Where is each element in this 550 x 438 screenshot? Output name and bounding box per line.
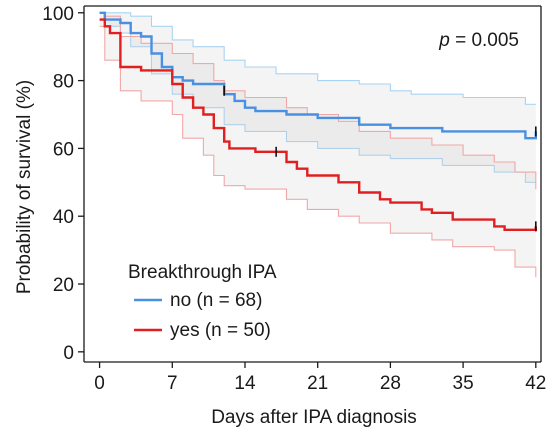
x-tick-label-7: 7	[167, 373, 178, 394]
ci-upper-no	[99, 12, 536, 105]
y-tick-label-60: 60	[53, 139, 74, 160]
axes: 0 20 40 60 80 100 0 7 14 21 28 35 42	[42, 4, 546, 394]
y-tick-label-0: 0	[63, 343, 74, 364]
x-tick-label-28: 28	[380, 373, 401, 394]
x-tick-label-0: 0	[94, 373, 105, 394]
x-tick-label-42: 42	[525, 373, 546, 394]
x-tick-label-14: 14	[234, 373, 256, 394]
x-axis-label: Days after IPA diagnosis	[211, 407, 417, 428]
legend-label-no: no (n = 68)	[170, 290, 262, 311]
y-tick-label-100: 100	[42, 4, 74, 25]
legend-label-yes: yes (n = 50)	[170, 320, 271, 341]
y-tick-label-20: 20	[53, 275, 74, 296]
legend: Breakthrough IPA no (n = 68) yes (n = 50…	[128, 262, 277, 341]
confidence-bands	[99, 12, 537, 278]
legend-title: Breakthrough IPA	[128, 262, 277, 283]
ci-lower-yes	[99, 25, 537, 278]
ci-band-fill-yes	[99, 12, 536, 278]
ci-upper-yes	[99, 12, 537, 190]
x-tick-label-21: 21	[307, 373, 328, 394]
y-tick-label-40: 40	[53, 207, 74, 228]
y-axis-label: Probability of survival (%)	[14, 80, 35, 294]
ci-lower-no	[99, 12, 536, 183]
censor-marks	[223, 85, 537, 232]
survival-line-yes	[99, 18, 537, 231]
x-tick-label-35: 35	[453, 373, 474, 394]
p-value-annotation: p = 0.005	[438, 30, 519, 51]
y-tick-label-80: 80	[53, 72, 74, 93]
ci-band-fill-no	[99, 12, 536, 183]
